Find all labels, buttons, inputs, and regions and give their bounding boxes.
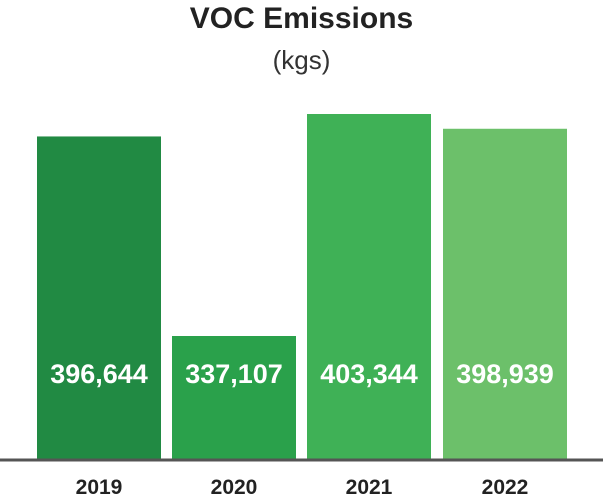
x-tick-labels-group: 2019 2020 2021 2022 bbox=[76, 476, 529, 499]
x-tick-label-2020: 2020 bbox=[211, 476, 258, 499]
chart-subtitle: (kgs) bbox=[272, 45, 331, 75]
bar-2020 bbox=[172, 336, 296, 460]
x-tick-label-2019: 2019 bbox=[76, 476, 123, 499]
value-label-2022: 398,939 bbox=[456, 359, 554, 389]
value-label-2019: 396,644 bbox=[50, 359, 148, 389]
bar-2019 bbox=[37, 136, 161, 460]
chart-title: VOC Emissions bbox=[189, 2, 414, 35]
value-labels-group: 396,644 337,107 403,344 398,939 bbox=[50, 359, 554, 389]
x-tick-label-2022: 2022 bbox=[482, 476, 529, 499]
bar-2021 bbox=[307, 114, 431, 460]
bars-group bbox=[37, 114, 567, 461]
bar-2022 bbox=[443, 128, 567, 461]
value-label-2021: 403,344 bbox=[320, 359, 418, 389]
value-label-2020: 337,107 bbox=[185, 359, 283, 389]
x-tick-label-2021: 2021 bbox=[346, 476, 393, 499]
